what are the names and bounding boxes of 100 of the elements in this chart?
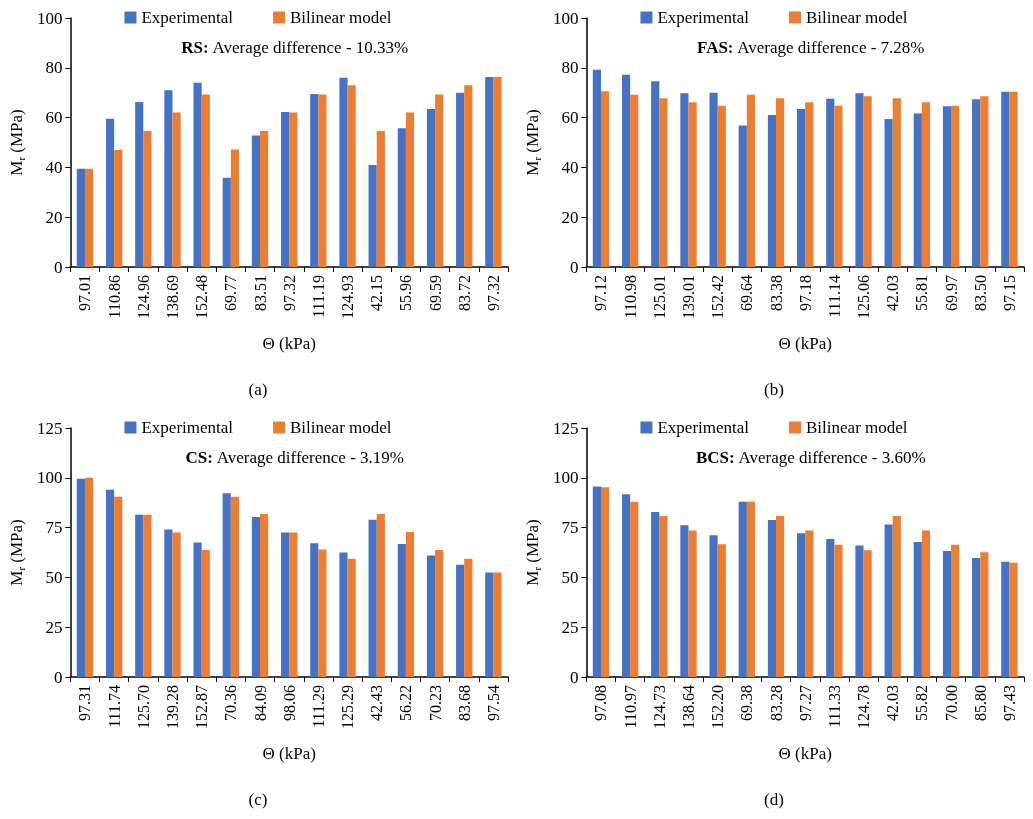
text: (b) [764,380,784,399]
x-tick-label: 110.98 [621,275,639,319]
bar [942,551,952,677]
bar [913,541,922,677]
bar [776,98,785,267]
bar [493,572,502,677]
x-tick-label: 97.32 [280,275,298,311]
bar [368,164,377,267]
bar [826,538,835,677]
y-tick-label: 20 [561,207,579,227]
bar [193,542,202,677]
bar [456,564,465,677]
bar [135,101,144,267]
x-tick-label: 97.15 [1000,275,1018,311]
y-tick-label: 40 [45,157,63,177]
bar [260,514,269,677]
x-tick-label: 69.97 [942,275,960,311]
bar [318,94,327,267]
y-tick-label: 60 [45,108,63,128]
x-tick-label: 70.23 [426,685,444,721]
bar [105,489,115,677]
annotation: CS: Average difference - 3.19% [185,448,404,467]
bar [767,520,777,677]
bar [884,119,893,267]
bar [397,543,406,677]
x-tick-label: 97.08 [592,685,610,721]
x-tick-label: 152.42 [709,275,727,319]
bar [485,77,494,267]
bar [630,94,639,267]
bar [230,496,240,677]
x-tick-label: 55.81 [913,275,931,311]
x-tick-label: 42.03 [884,275,902,311]
bar [310,93,319,267]
x-tick-label: 69.59 [426,275,444,311]
bar [143,514,152,677]
bar [651,81,660,267]
bar [405,112,415,267]
bar [892,516,901,677]
x-tick-label: 97.18 [796,275,814,311]
y-tick-label: 125 [36,418,63,438]
y-axis-title: Mr (MPa) [7,519,27,586]
x-tick-label: 111.14 [825,275,843,318]
bar [281,532,290,677]
x-tick-label: 55.96 [397,275,415,311]
bar [172,532,181,677]
bar [921,102,931,267]
bar [485,572,494,677]
bar [680,525,689,677]
x-tick-label: 83.38 [767,275,785,311]
bar [376,514,385,677]
annotation: RS: Average difference - 10.33% [181,38,409,57]
bar [347,85,356,267]
x-tick-label: 42.03 [884,685,902,721]
bar [805,530,814,677]
bar [339,552,348,677]
bar [289,532,298,677]
bar [834,105,843,267]
x-tick-label: 110.97 [621,685,639,729]
bar [426,555,436,677]
bar [201,94,210,267]
x-tick-label: 83.51 [251,275,269,311]
x-tick-label: 110.86 [105,275,123,319]
bar [1009,562,1018,677]
bar [951,544,960,677]
x-tick-label: 83.50 [971,275,989,311]
text: (c) [248,790,268,809]
x-tick-label: 56.22 [397,685,415,721]
bar [289,112,298,267]
bar [600,91,610,267]
x-tick-label: 69.38 [738,685,756,721]
bar [339,77,348,267]
bar [456,92,465,267]
x-tick-label: 125.06 [855,275,873,319]
bar [651,512,660,677]
bar [855,93,864,267]
bar [805,102,814,267]
bar [913,113,922,267]
bar [776,516,785,677]
bar [1009,91,1018,267]
x-tick-label: 125.70 [134,685,152,729]
x-tick-label: 124.93 [339,275,357,319]
bar [688,530,697,677]
bar [834,544,843,677]
y-tick-label: 125 [552,418,579,438]
bar [310,543,319,677]
legend-label: Bilinear model [806,8,908,27]
x-tick-label: 83.28 [767,685,785,721]
bar [464,85,473,267]
bar [592,69,601,267]
bar [84,168,94,267]
legend-label: Experimental [657,8,750,27]
bar [709,92,718,267]
bar [855,545,864,677]
bar [797,108,806,267]
bar [493,77,502,267]
bar [230,149,240,267]
bar [114,149,123,267]
bar [746,94,756,267]
bar [464,558,473,677]
bar [222,177,231,267]
